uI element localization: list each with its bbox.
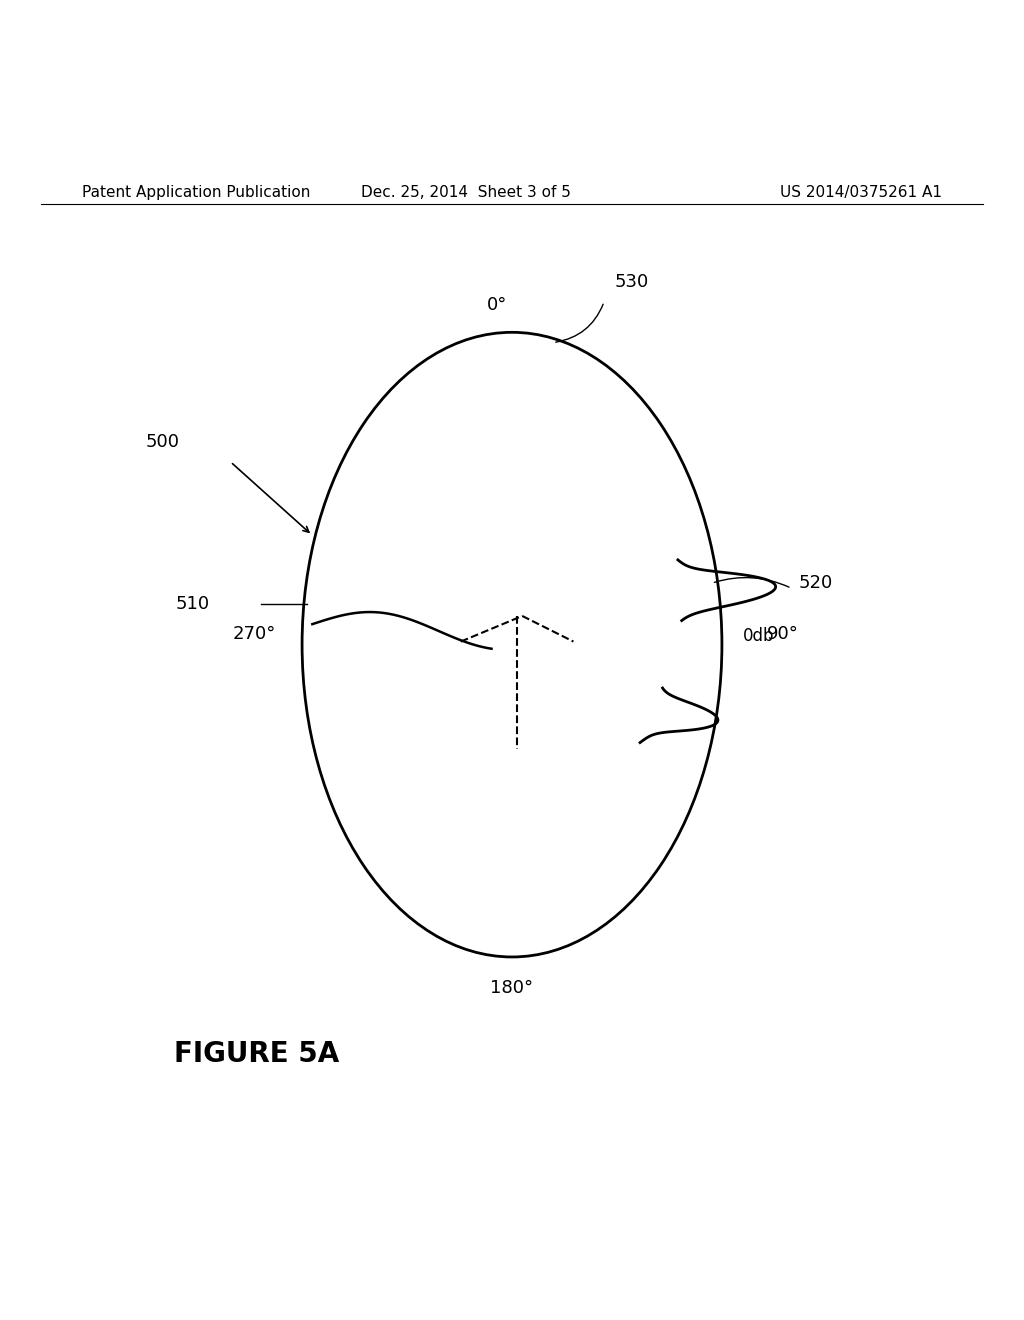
Text: US 2014/0375261 A1: US 2014/0375261 A1 bbox=[780, 185, 942, 199]
Text: 180°: 180° bbox=[490, 979, 534, 998]
Text: 270°: 270° bbox=[233, 626, 276, 643]
Text: 530: 530 bbox=[614, 273, 648, 292]
Text: 500: 500 bbox=[145, 433, 179, 451]
Text: Patent Application Publication: Patent Application Publication bbox=[82, 185, 310, 199]
Text: FIGURE 5A: FIGURE 5A bbox=[174, 1040, 339, 1068]
Text: 520: 520 bbox=[799, 574, 833, 593]
Text: 0°: 0° bbox=[486, 296, 507, 314]
Text: 0db: 0db bbox=[742, 627, 774, 645]
Text: 90°: 90° bbox=[767, 626, 799, 643]
Text: 510: 510 bbox=[176, 595, 210, 612]
Text: Dec. 25, 2014  Sheet 3 of 5: Dec. 25, 2014 Sheet 3 of 5 bbox=[361, 185, 570, 199]
